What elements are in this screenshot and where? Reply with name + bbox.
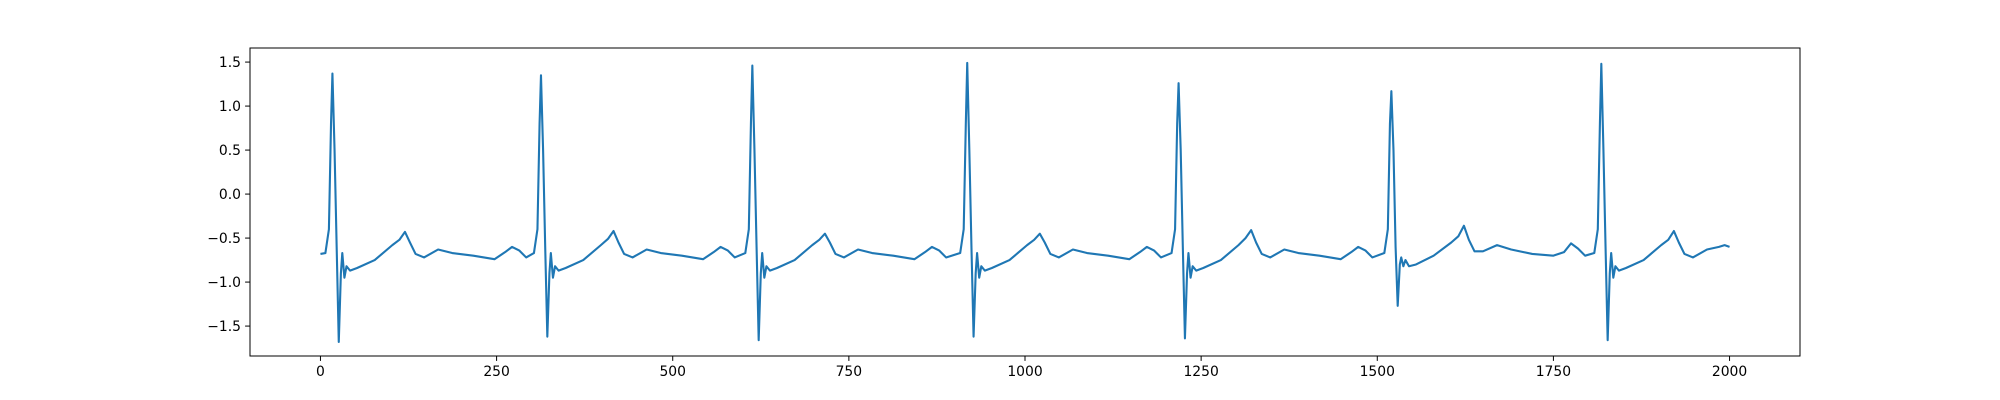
x-tick-label: 250 bbox=[483, 364, 510, 380]
y-tick-label: 0.0 bbox=[219, 187, 241, 203]
x-tick-label: 500 bbox=[659, 364, 686, 380]
x-tick-label: 2000 bbox=[1712, 364, 1747, 380]
signal-line bbox=[320, 61, 1730, 343]
y-tick-label: −1.5 bbox=[207, 319, 241, 335]
y-tick-label: 0.5 bbox=[219, 143, 241, 159]
y-tick-label: −1.0 bbox=[207, 275, 241, 291]
y-tick-label: 1.0 bbox=[219, 99, 241, 115]
x-tick-label: 0 bbox=[316, 364, 325, 380]
x-tick-label: 1000 bbox=[1007, 364, 1042, 380]
y-tick-label: −0.5 bbox=[207, 231, 241, 247]
plot-frame bbox=[249, 47, 1801, 357]
x-tick-label: 750 bbox=[836, 364, 863, 380]
x-tick-label: 1500 bbox=[1360, 364, 1395, 380]
x-tick-label: 1750 bbox=[1536, 364, 1571, 380]
x-tick-label: 1250 bbox=[1183, 364, 1218, 380]
y-tick-label: 1.5 bbox=[219, 55, 241, 71]
